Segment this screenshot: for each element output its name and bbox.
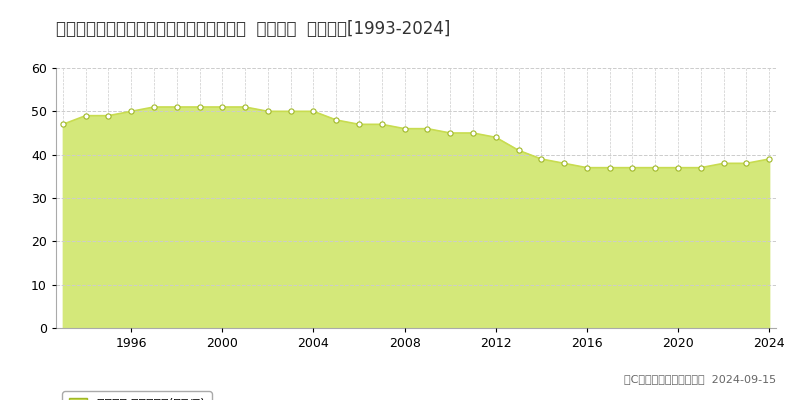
Point — [57, 121, 70, 128]
Point — [558, 160, 570, 166]
Legend: 地価公示 平均坪単価(万円/坪): 地価公示 平均坪単価(万円/坪) — [62, 392, 211, 400]
Point — [603, 164, 616, 171]
Point — [512, 147, 525, 154]
Point — [398, 126, 411, 132]
Point — [193, 104, 206, 110]
Point — [626, 164, 639, 171]
Point — [79, 112, 92, 119]
Point — [535, 156, 548, 162]
Point — [284, 108, 297, 114]
Point — [262, 108, 274, 114]
Text: （C）土地価格ドットコム  2024-09-15: （C）土地価格ドットコム 2024-09-15 — [624, 374, 776, 384]
Point — [170, 104, 183, 110]
Point — [375, 121, 388, 128]
Point — [238, 104, 251, 110]
Point — [740, 160, 753, 166]
Point — [216, 104, 229, 110]
Point — [717, 160, 730, 166]
Point — [421, 126, 434, 132]
Point — [307, 108, 320, 114]
Point — [581, 164, 594, 171]
Point — [330, 117, 342, 123]
Point — [672, 164, 685, 171]
Text: 鹿児島県鹿児島市紫原４丁目２８番３０外  地価公示  地価推移[1993-2024]: 鹿児島県鹿児島市紫原４丁目２８番３０外 地価公示 地価推移[1993-2024] — [56, 20, 450, 38]
Point — [444, 130, 457, 136]
Point — [102, 112, 115, 119]
Point — [147, 104, 160, 110]
Point — [649, 164, 662, 171]
Point — [125, 108, 138, 114]
Point — [762, 156, 775, 162]
Point — [490, 134, 502, 140]
Point — [694, 164, 707, 171]
Point — [466, 130, 479, 136]
Point — [353, 121, 366, 128]
